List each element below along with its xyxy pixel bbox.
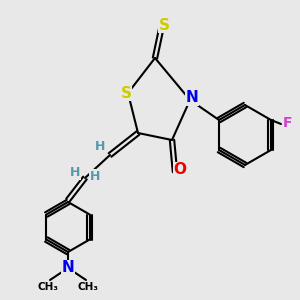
Text: N: N [61, 260, 74, 275]
Text: F: F [283, 116, 293, 130]
Text: CH₃: CH₃ [77, 282, 98, 292]
Text: H: H [95, 140, 105, 154]
Text: N: N [186, 91, 198, 106]
Text: S: S [121, 85, 131, 100]
Text: H: H [90, 169, 100, 182]
Text: H: H [70, 167, 80, 179]
Text: CH₃: CH₃ [38, 282, 58, 292]
Text: O: O [173, 163, 187, 178]
Text: S: S [158, 17, 169, 32]
